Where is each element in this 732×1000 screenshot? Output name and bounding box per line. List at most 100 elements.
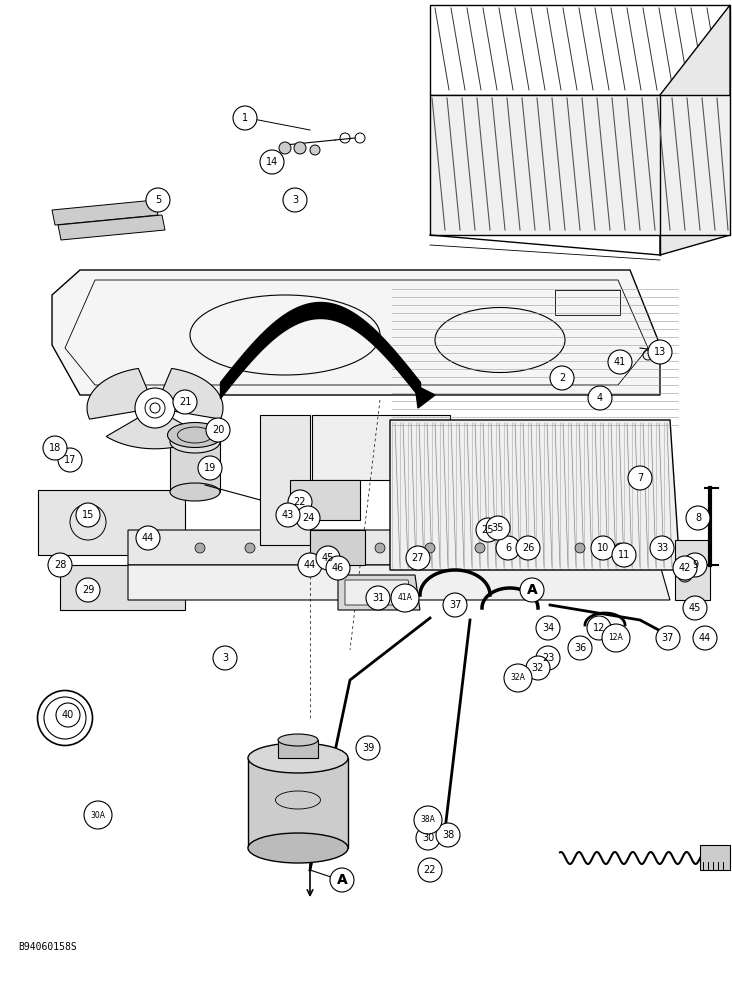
Circle shape [84,801,112,829]
Circle shape [294,142,306,154]
Polygon shape [278,740,318,758]
Polygon shape [38,490,185,555]
Circle shape [146,188,170,212]
Text: 26: 26 [522,543,534,553]
Circle shape [86,803,110,827]
Text: 30: 30 [422,833,434,843]
Circle shape [525,543,535,553]
Circle shape [414,806,442,834]
Text: 43: 43 [282,510,294,520]
Circle shape [693,626,717,650]
Text: 33: 33 [656,543,668,553]
Circle shape [325,543,335,553]
Text: 45: 45 [322,553,335,563]
Circle shape [678,568,692,582]
Text: A: A [526,583,537,597]
Text: 25: 25 [482,525,494,535]
Circle shape [536,616,560,640]
Circle shape [288,490,312,514]
Text: 42: 42 [679,563,691,573]
Text: 38A: 38A [421,816,436,824]
Circle shape [406,546,430,570]
FancyBboxPatch shape [310,530,365,565]
Ellipse shape [248,833,348,863]
Circle shape [496,536,520,560]
Text: 23: 23 [542,653,554,663]
FancyBboxPatch shape [700,845,730,870]
Polygon shape [248,758,348,848]
Text: 34: 34 [542,623,554,633]
Circle shape [615,543,625,553]
Text: 8: 8 [695,513,701,523]
Circle shape [56,703,80,727]
Polygon shape [675,540,710,600]
Circle shape [326,556,350,580]
Text: 14: 14 [266,157,278,167]
Circle shape [135,388,175,428]
Circle shape [279,142,291,154]
Polygon shape [58,215,165,240]
Text: 20: 20 [212,425,224,435]
Circle shape [393,586,417,610]
Text: 12A: 12A [608,634,624,643]
Circle shape [76,503,100,527]
Text: 40: 40 [62,710,74,720]
Ellipse shape [168,422,223,448]
Circle shape [366,586,390,610]
Polygon shape [128,530,670,565]
Text: 31: 31 [372,593,384,603]
Text: 15: 15 [82,510,94,520]
Circle shape [686,506,710,530]
Circle shape [504,664,532,692]
Text: 4: 4 [597,393,603,403]
Ellipse shape [248,743,348,773]
Circle shape [628,466,652,490]
Circle shape [506,666,530,690]
Circle shape [330,868,354,892]
Circle shape [588,386,612,410]
Circle shape [612,543,636,567]
Text: 17: 17 [64,455,76,465]
Circle shape [416,826,440,850]
Text: 44: 44 [699,633,711,643]
Text: 22: 22 [424,865,436,875]
Text: 45: 45 [689,603,701,613]
Text: 28: 28 [54,560,66,570]
Circle shape [283,188,307,212]
Text: 5: 5 [155,195,161,205]
Text: 3: 3 [292,195,298,205]
Polygon shape [430,95,730,235]
Text: 36: 36 [574,643,586,653]
Circle shape [550,366,574,390]
Circle shape [443,593,467,617]
Text: 35: 35 [492,523,504,533]
Text: 3: 3 [222,653,228,663]
Polygon shape [312,415,450,480]
Circle shape [391,584,419,612]
Text: 29: 29 [82,585,94,595]
Text: 41A: 41A [397,593,412,602]
Polygon shape [390,420,680,570]
Text: 46: 46 [332,563,344,573]
Circle shape [43,436,67,460]
Text: 7: 7 [637,473,643,483]
Circle shape [58,448,82,472]
Circle shape [206,418,230,442]
Circle shape [356,736,380,760]
Text: 24: 24 [302,513,314,523]
Polygon shape [260,415,310,545]
Circle shape [608,350,632,374]
Ellipse shape [294,500,302,506]
Circle shape [520,578,544,602]
Text: 9: 9 [692,560,698,570]
Polygon shape [60,565,185,610]
Ellipse shape [278,734,318,746]
Text: 10: 10 [597,543,609,553]
Circle shape [195,543,205,553]
Circle shape [418,858,442,882]
Text: 13: 13 [654,347,666,357]
Circle shape [526,656,550,680]
Text: 39: 39 [362,743,374,753]
Circle shape [310,145,320,155]
Circle shape [486,516,510,540]
